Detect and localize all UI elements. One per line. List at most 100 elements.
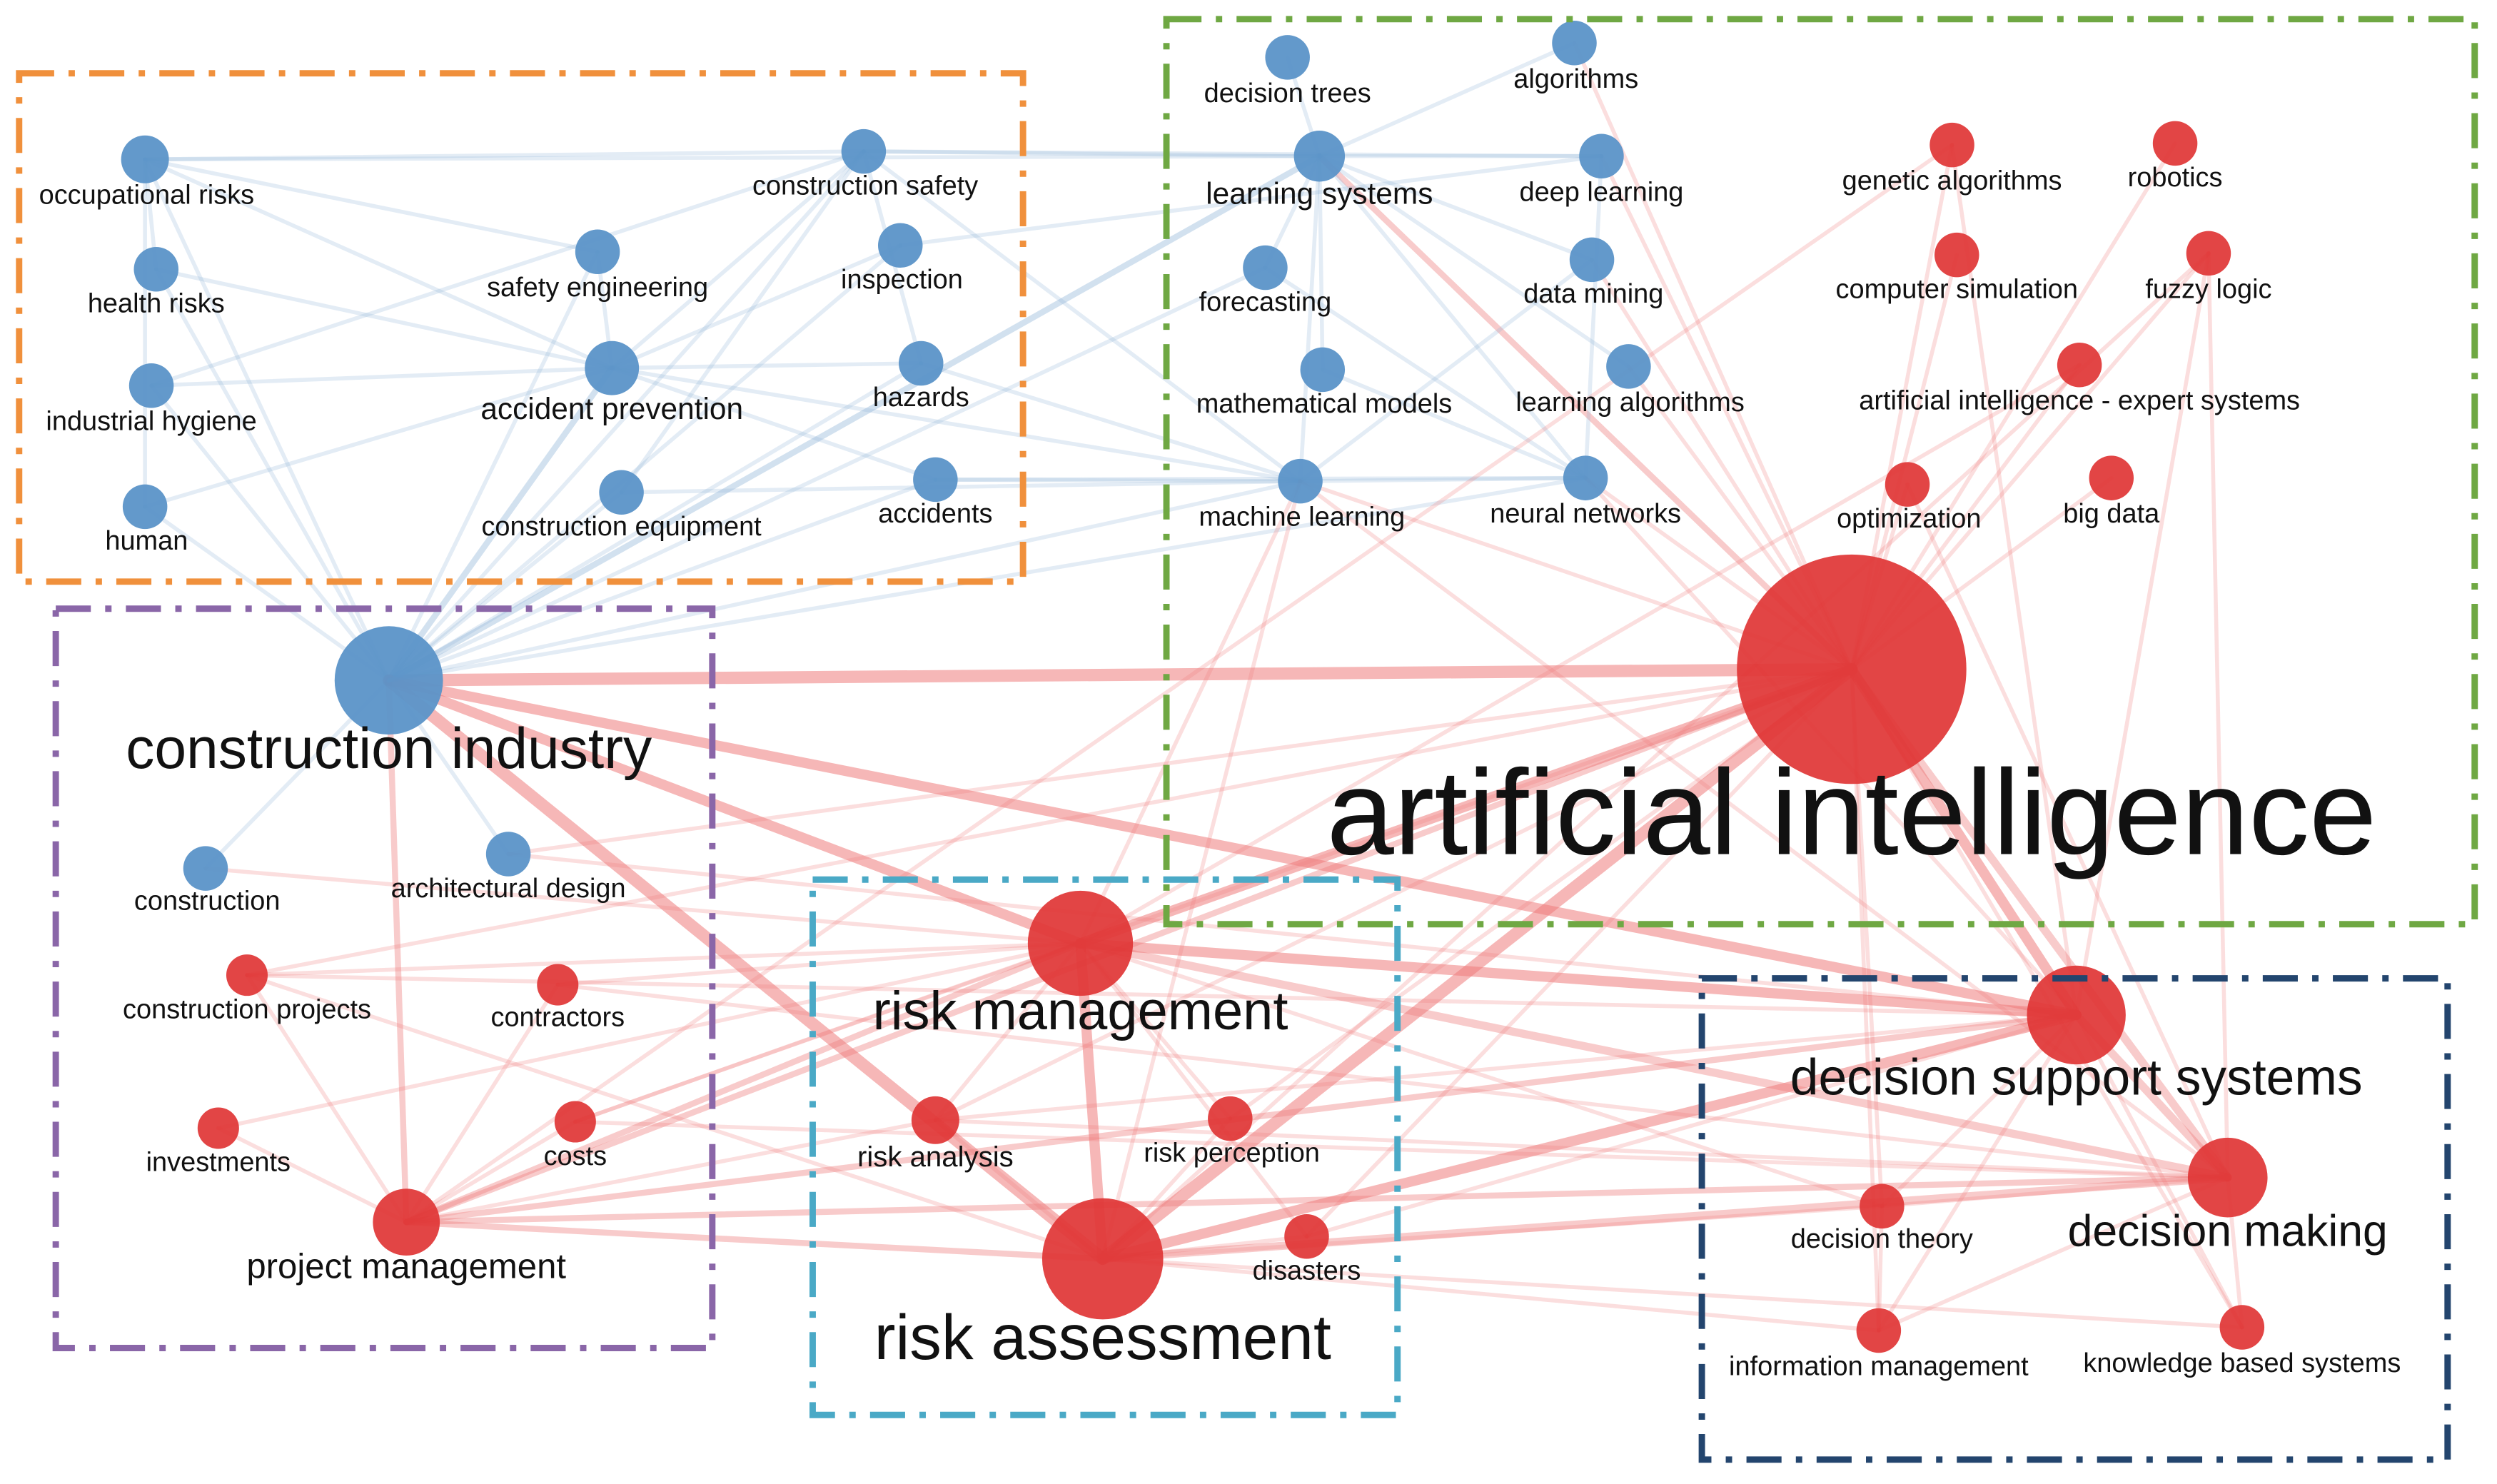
node-inspection[interactable] xyxy=(877,223,923,268)
edge-construction-industry-to-learning-systems xyxy=(385,153,1323,684)
node-accidents[interactable] xyxy=(913,457,958,503)
node-human[interactable] xyxy=(122,484,168,530)
edge-occupational-risks-to-safety-engineering xyxy=(143,157,600,254)
edge-decision-support-systems-to-genetic-algorithms xyxy=(1949,143,2079,1017)
edge-disasters-to-decision-support-systems xyxy=(1304,1013,2079,1239)
node-label-deep-learning: deep learning xyxy=(1519,177,1683,207)
node-risk-assessment[interactable] xyxy=(1041,1198,1164,1320)
node-label-mathematical-models: mathematical models xyxy=(1196,389,1452,419)
node-label-project-management: project management xyxy=(246,1247,566,1286)
node-label-construction-safety: construction safety xyxy=(752,171,978,201)
node-artificial-intelligence[interactable] xyxy=(1737,554,1967,784)
edge-industrial-hygiene-to-accident-prevention xyxy=(149,365,614,388)
node-label-accidents: accidents xyxy=(878,499,992,529)
node-label-information-management: information management xyxy=(1729,1351,2029,1381)
node-decision-support-systems[interactable] xyxy=(2027,965,2126,1065)
edge-learning-systems-to-learning-algorithms xyxy=(1317,153,1631,369)
node-risk-analysis[interactable] xyxy=(911,1096,959,1144)
node-decision-making[interactable] xyxy=(2187,1137,2268,1218)
node-safety-engineering[interactable] xyxy=(575,229,620,274)
edge-artificial-intelligence-to-learning-systems xyxy=(1316,153,1855,672)
node-costs[interactable] xyxy=(554,1101,596,1143)
node-construction-industry[interactable] xyxy=(334,626,443,735)
node-construction-equipment[interactable] xyxy=(599,470,644,515)
node-label-risk-analysis: risk analysis xyxy=(857,1141,1014,1173)
edge-machine-learning-to-neural-networks xyxy=(1298,475,1588,483)
node-label-computer-simulation: computer simulation xyxy=(1836,274,2078,304)
node-construction-safety[interactable] xyxy=(841,128,887,174)
edge-risk-assessment-to-information-management xyxy=(1100,1256,1881,1333)
node-knowledge-based-systems[interactable] xyxy=(2219,1305,2265,1350)
node-label-risk-management: risk management xyxy=(873,981,1288,1041)
edge-mathematical-models-to-neural-networks xyxy=(1321,368,1588,480)
edge-accident-prevention-to-inspection xyxy=(610,243,903,370)
edge-occupational-risks-to-learning-systems xyxy=(143,153,1322,162)
node-ai-expert-systems[interactable] xyxy=(2057,342,2102,388)
edge-artificial-intelligence-to-risk-perception xyxy=(1228,667,1854,1121)
edge-artificial-intelligence-to-construction-projects xyxy=(245,667,1854,977)
edge-decision-making-to-decision-theory xyxy=(1880,1175,2230,1208)
edges-layer xyxy=(143,41,2244,1333)
node-genetic-algorithms[interactable] xyxy=(1929,122,1974,168)
node-label-decision-trees: decision trees xyxy=(1204,79,1371,108)
node-computer-simulation[interactable] xyxy=(1934,232,1979,278)
node-mathematical-models[interactable] xyxy=(1300,347,1346,393)
node-label-contractors: contractors xyxy=(490,1003,625,1033)
edge-architectural-design-to-decision-support-systems xyxy=(506,852,2079,1017)
node-label-construction-projects: construction projects xyxy=(123,994,371,1024)
edge-learning-systems-to-neural-networks xyxy=(1317,153,1588,480)
node-forecasting[interactable] xyxy=(1243,245,1288,291)
node-information-management[interactable] xyxy=(1856,1308,1902,1353)
node-fuzzy-logic[interactable] xyxy=(2186,231,2231,276)
node-industrial-hygiene[interactable] xyxy=(128,363,174,408)
node-label-risk-assessment: risk assessment xyxy=(874,1301,1331,1373)
node-data-mining[interactable] xyxy=(1569,237,1615,283)
node-optimization[interactable] xyxy=(1885,462,1930,507)
edge-deep-learning-to-neural-networks xyxy=(1583,153,1604,480)
edge-human-to-accident-prevention xyxy=(143,365,614,509)
node-architectural-design[interactable] xyxy=(485,832,531,877)
node-decision-theory[interactable] xyxy=(1860,1183,1905,1229)
node-learning-systems[interactable] xyxy=(1293,131,1346,182)
node-investments[interactable] xyxy=(197,1107,239,1149)
node-learning-algorithms[interactable] xyxy=(1606,344,1651,389)
edge-costs-to-decision-making xyxy=(573,1119,2230,1180)
node-deep-learning[interactable] xyxy=(1579,133,1624,179)
node-contractors[interactable] xyxy=(537,964,579,1006)
node-risk-management[interactable] xyxy=(1027,890,1134,996)
edge-construction-safety-to-learning-systems xyxy=(862,149,1322,158)
node-label-human: human xyxy=(105,526,188,556)
edge-risk-analysis-to-decision-support-systems xyxy=(933,1013,2079,1123)
edge-construction-safety-to-machine-learning xyxy=(862,149,1303,483)
node-big-data[interactable] xyxy=(2089,455,2134,500)
edge-risk-assessment-to-fuzzy-logic xyxy=(1100,251,2211,1261)
node-label-occupational-risks: occupational risks xyxy=(39,181,255,211)
edge-decision-support-systems-to-knowledge-based-systems xyxy=(2074,1013,2244,1330)
node-construction-projects[interactable] xyxy=(226,954,268,996)
edge-artificial-intelligence-to-costs xyxy=(573,667,1854,1124)
node-label-safety-engineering: safety engineering xyxy=(487,273,708,303)
edge-construction-projects-to-project-management xyxy=(245,973,409,1224)
node-project-management[interactable] xyxy=(373,1188,440,1256)
node-construction[interactable] xyxy=(183,846,228,891)
edge-decision-making-to-fuzzy-logic xyxy=(2206,251,2230,1180)
node-algorithms[interactable] xyxy=(1552,21,1597,66)
node-label-disasters: disasters xyxy=(1253,1256,1361,1286)
node-disasters[interactable] xyxy=(1284,1214,1329,1259)
node-hazards[interactable] xyxy=(899,340,944,386)
node-machine-learning[interactable] xyxy=(1278,458,1323,504)
node-label-neural-networks: neural networks xyxy=(1490,499,1681,529)
node-health-risks[interactable] xyxy=(133,247,179,292)
node-label-data-mining: data mining xyxy=(1523,279,1663,309)
edge-risk-assessment-to-decision-support-systems xyxy=(1097,1009,2082,1264)
node-occupational-risks[interactable] xyxy=(121,135,169,183)
node-decision-trees[interactable] xyxy=(1265,35,1310,80)
node-neural-networks[interactable] xyxy=(1563,455,1608,500)
node-robotics[interactable] xyxy=(2152,121,2198,166)
edge-accidents-to-neural-networks xyxy=(933,475,1588,482)
node-risk-perception[interactable] xyxy=(1208,1096,1253,1141)
edge-occupational-risks-to-accident-prevention xyxy=(143,157,614,370)
node-accident-prevention[interactable] xyxy=(585,340,640,395)
edge-occupational-risks-to-construction-safety xyxy=(143,149,866,162)
